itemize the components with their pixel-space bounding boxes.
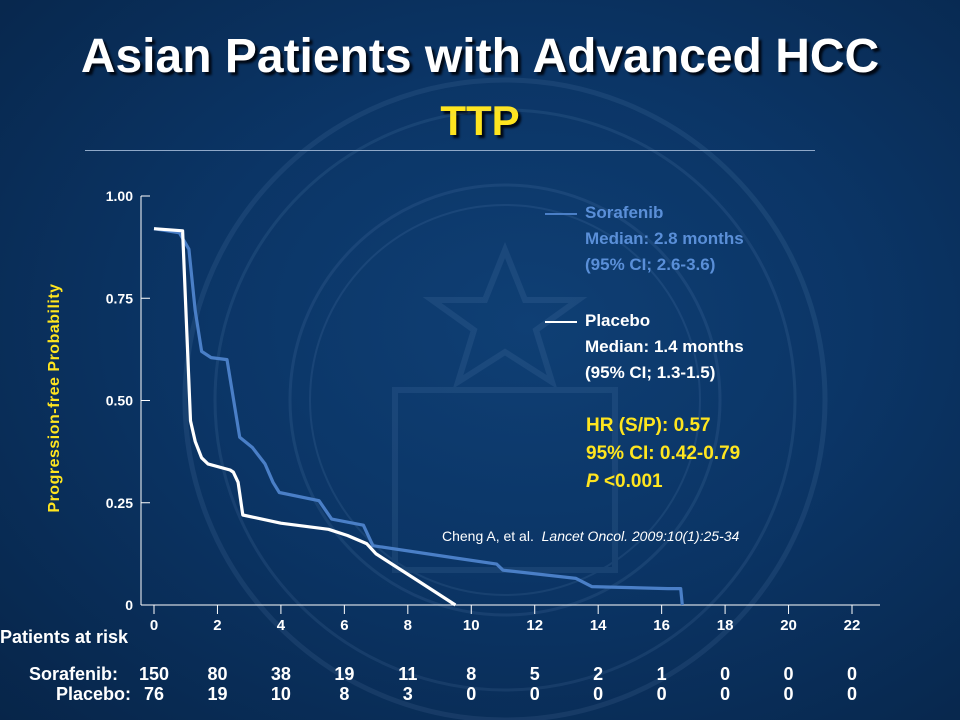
citation-journal: Lancet Oncol. 2009:10(1):25-34	[541, 528, 740, 544]
x-tick-label: 6	[340, 617, 348, 634]
slide-title: Asian Patients with Advanced HCC	[80, 30, 880, 83]
y-tick-label: 1.00	[106, 188, 133, 204]
risk-count: 0	[846, 664, 858, 684]
citation-authors: Cheng A, et al.	[442, 528, 534, 544]
risk-count: 8	[466, 664, 477, 684]
risk-count: 2	[593, 664, 604, 684]
x-tick-label: 16	[653, 617, 670, 634]
risk-count: 11	[398, 664, 418, 684]
risk-count: 5	[529, 664, 540, 684]
y-tick-label: 0.50	[106, 393, 133, 409]
risk-count: 0	[529, 684, 540, 704]
placebo-legend: Placebo Median: 1.4 months (95% CI; 1.3-…	[585, 308, 744, 386]
hazard-ratio: HR (S/P): 0.57	[586, 415, 711, 436]
risk-row-label-placebo: Placebo:	[55, 684, 131, 704]
sorafenib-legend-line	[545, 213, 577, 215]
y-tick-label: 0.25	[106, 495, 133, 511]
sorafenib-legend-name: Sorafenib	[585, 203, 664, 222]
x-tick-label: 10	[463, 617, 480, 634]
sorafenib-legend: Sorafenib Median: 2.8 months (95% CI; 2.…	[585, 200, 744, 278]
x-tick-label: 20	[780, 617, 797, 634]
placebo-legend-ci: (95% CI; 1.3-1.5)	[585, 363, 716, 382]
risk-count: 19	[334, 664, 355, 684]
p-value: P <0.001	[586, 468, 740, 496]
risk-row-label-sorafenib: Sorafenib:	[28, 664, 118, 684]
placebo-curve	[153, 227, 457, 607]
hazard-ratio-stats: HR (S/P): 0.57 95% CI: 0.42-0.79 P <0.00…	[586, 412, 740, 496]
sorafenib-curve	[153, 227, 684, 606]
risk-count: 0	[783, 664, 794, 684]
risk-count: 0	[720, 684, 731, 704]
x-tick-label: 2	[213, 617, 221, 634]
chart-tick-labels: 0 0.25 0.50 0.75 1.00 0 2 4 6 8 10 12 14 16 18 20 22	[106, 188, 861, 634]
risk-count: 0	[846, 684, 858, 704]
risk-count: 3	[402, 684, 413, 704]
risk-count: 150	[138, 664, 170, 684]
x-tick-label: 4	[277, 617, 286, 634]
risk-count: 76	[143, 684, 165, 704]
y-tick-label: 0	[125, 597, 133, 613]
sorafenib-legend-median: Median: 2.8 months	[585, 229, 744, 248]
title-divider	[85, 150, 815, 151]
risk-count: 8	[339, 684, 350, 704]
hazard-ratio-ci: 95% CI: 0.42-0.79	[586, 443, 741, 464]
risk-count: 80	[207, 664, 228, 684]
y-axis-label: Progression-free Probability	[46, 283, 63, 513]
chart-axes	[140, 195, 880, 614]
slide-subtitle: TTP	[440, 97, 520, 144]
p-value-symbol: P	[586, 471, 599, 492]
risk-count: 19	[207, 684, 228, 704]
patients-at-risk-title: Patients at risk	[0, 627, 129, 647]
risk-count: 0	[466, 684, 477, 704]
risk-count: 1	[656, 664, 667, 684]
chart-series	[153, 227, 684, 607]
x-tick-label: 18	[717, 617, 734, 634]
x-tick-label: 22	[844, 617, 861, 634]
citation: Cheng A, et al. Lancet Oncol. 2009:10(1)…	[442, 528, 739, 544]
risk-count: 0	[656, 684, 667, 704]
p-value-number: <0.001	[598, 471, 663, 492]
x-tick-label: 8	[404, 617, 412, 634]
x-tick-label: 14	[590, 617, 607, 634]
placebo-legend-line	[545, 321, 577, 323]
placebo-legend-name: Placebo	[585, 311, 651, 330]
sorafenib-legend-ci: (95% CI; 2.6-3.6)	[585, 255, 716, 274]
y-tick-label: 0.75	[106, 290, 133, 306]
risk-count: 0	[783, 684, 794, 704]
x-tick-label: 0	[150, 617, 158, 634]
risk-count: 38	[270, 664, 291, 684]
risk-count: 0	[720, 664, 731, 684]
risk-count: 0	[593, 684, 604, 704]
placebo-legend-median: Median: 1.4 months	[585, 337, 744, 356]
x-tick-label: 12	[526, 617, 543, 634]
risk-count: 10	[270, 684, 291, 704]
